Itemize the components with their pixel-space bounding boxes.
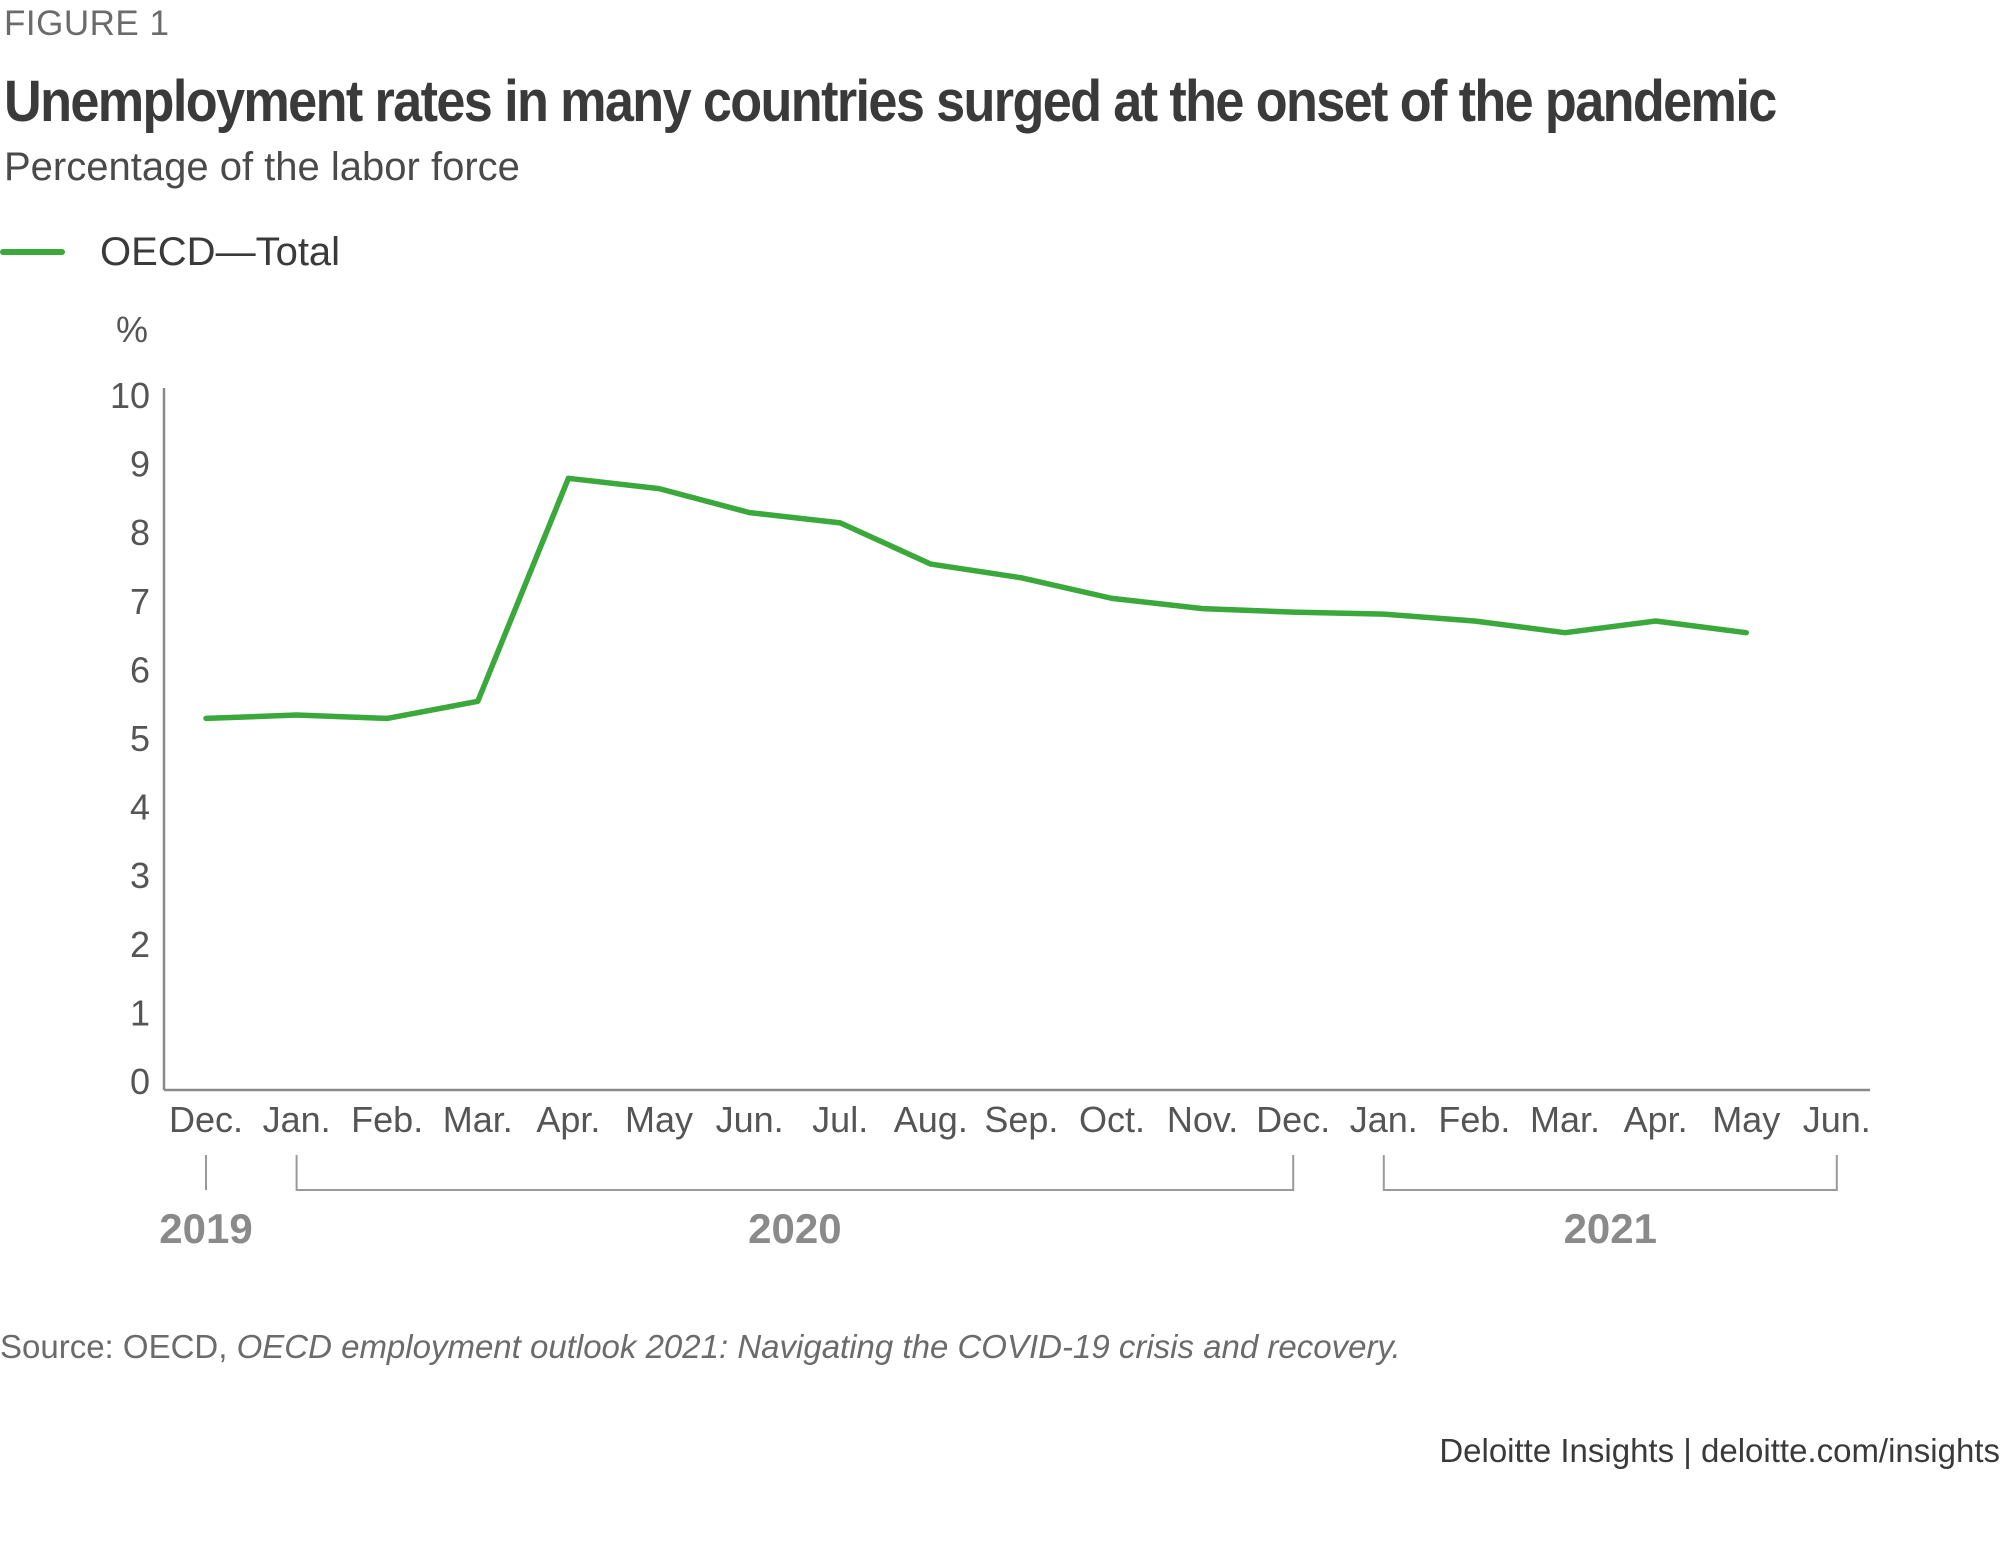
- credit: Deloitte Insights | deloitte.com/insight…: [1439, 1432, 2000, 1469]
- x-tick-label: Jul.: [812, 1099, 868, 1140]
- y-tick-label: 7: [130, 581, 150, 622]
- source-note: Source: OECD, OECD employment outlook 20…: [0, 1328, 1401, 1366]
- chart-title: Unemployment rates in many countries sur…: [4, 69, 1777, 134]
- line-chart: % 0 1 2 3 4 5 6 7 8 9 10 Dec. Jan. Feb. Mar. Apr. May Ju…: [110, 309, 1871, 1252]
- y-axis-unit-label: %: [116, 309, 148, 350]
- legend: OECD—Total: [0, 224, 340, 280]
- x-tick-label: Sep.: [984, 1099, 1058, 1140]
- y-tick-label: 10: [110, 375, 150, 416]
- x-tick-label: May: [625, 1099, 693, 1140]
- x-tick-label: Feb.: [351, 1099, 423, 1140]
- y-tick-label: 0: [130, 1061, 150, 1102]
- x-tick-label: Apr.: [536, 1099, 600, 1140]
- year-bracket: [1382, 1155, 1838, 1191]
- y-tick-label: 1: [130, 992, 150, 1033]
- x-tick-label: Nov.: [1167, 1099, 1238, 1140]
- series-line: [203, 475, 1749, 722]
- x-tick-label: May: [1712, 1099, 1780, 1140]
- y-tick-label: 2: [130, 924, 150, 965]
- x-tick-label: Jun.: [716, 1099, 784, 1140]
- x-tick-label: Feb.: [1438, 1099, 1510, 1140]
- y-tick-label: 6: [130, 649, 150, 690]
- x-tick-label: Jun.: [1803, 1099, 1871, 1140]
- source-prefix: Source: OECD,: [0, 1328, 237, 1365]
- x-tick-label: Aug.: [894, 1099, 968, 1140]
- source-title: OECD employment outlook 2021: Navigating…: [236, 1328, 1401, 1365]
- legend-label: OECD—Total: [100, 229, 341, 274]
- x-tick-label: Dec.: [1256, 1099, 1330, 1140]
- x-tick-label: Jan.: [1350, 1099, 1418, 1140]
- y-axis: 0 1 2 3 4 5 6 7 8 9 10: [110, 375, 166, 1102]
- x-axis: Dec. Jan. Feb. Mar. Apr. May Jun. Jul. Aug. Sep. O…: [164, 1088, 1871, 1140]
- x-tick-label: Dec.: [169, 1099, 243, 1140]
- series-layer: [203, 475, 1749, 722]
- legend-swatch: [0, 249, 65, 255]
- x-tick-label: Mar.: [1530, 1099, 1600, 1140]
- y-tick-label: 4: [130, 787, 150, 828]
- x-tick-label: Oct.: [1079, 1099, 1145, 1140]
- figure-label: FIGURE 1: [4, 4, 170, 43]
- chart-subtitle: Percentage of the labor force: [4, 145, 520, 189]
- year-groups: 2019 2020 2021: [159, 1155, 1838, 1252]
- x-tick-label: Mar.: [443, 1099, 513, 1140]
- year-label: 2019: [159, 1205, 252, 1252]
- x-tick-label: Jan.: [263, 1099, 331, 1140]
- x-tick-label: Apr.: [1624, 1099, 1688, 1140]
- y-tick-label: 9: [130, 444, 150, 485]
- year-bracket: [295, 1155, 1295, 1191]
- y-tick-label: 3: [130, 855, 150, 896]
- y-tick-label: 5: [130, 718, 150, 759]
- year-label: 2020: [748, 1205, 841, 1252]
- year-label: 2021: [1564, 1205, 1657, 1252]
- y-tick-label: 8: [130, 512, 150, 553]
